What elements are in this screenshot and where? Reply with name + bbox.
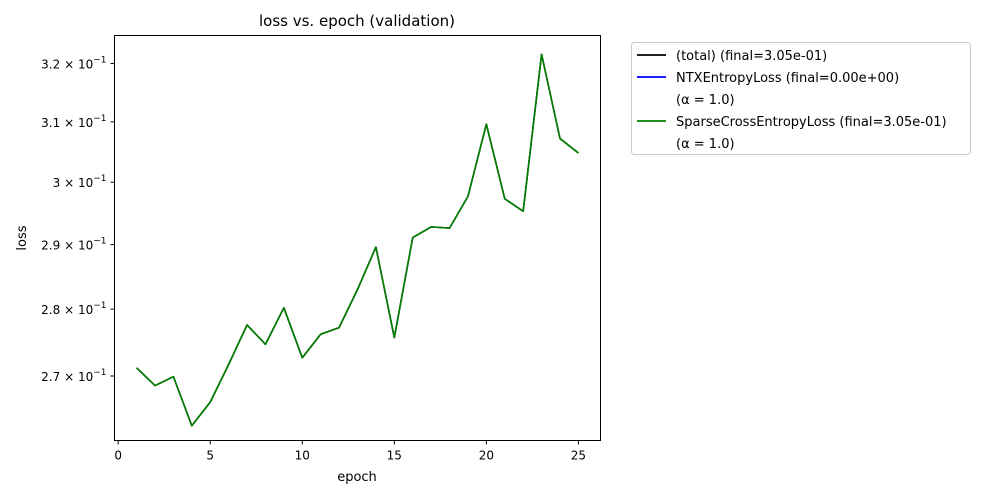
y-tick-label: 2.8 × 10−1 (41, 301, 106, 317)
y-axis-label: loss (15, 225, 30, 250)
x-axis-ticks: 0 5 10 15 20 25 (114, 440, 586, 463)
legend-label-2: (α = 1.0) (676, 137, 735, 152)
x-tick-label: 15 (387, 449, 402, 463)
legend-label-1: (α = 1.0) (676, 93, 735, 108)
legend-label-2: SparseCrossEntropyLoss (final=3.05e-01) (676, 115, 947, 130)
legend-label-1: NTXEntropyLoss (final=0.00e+00) (676, 71, 899, 86)
legend: (total) (final=3.05e-01) NTXEntropyLoss (… (631, 42, 971, 155)
x-tick-label: 25 (571, 449, 586, 463)
x-axis-label: epoch (337, 470, 377, 485)
chart-title: loss vs. epoch (validation) (259, 12, 455, 30)
y-tick-label: 3 × 10−1 (53, 174, 107, 190)
x-tick-label: 0 (114, 449, 122, 463)
legend-entries: (total) (final=3.05e-01) NTXEntropyLoss (… (637, 49, 947, 152)
series-layer (136, 53, 579, 427)
y-tick-label: 2.9 × 10−1 (41, 237, 106, 253)
x-tick-label: 5 (206, 449, 214, 463)
legend-box (631, 42, 971, 155)
y-tick-label: 2.7 × 10−1 (41, 368, 106, 384)
x-tick-label: 20 (479, 449, 494, 463)
series-line-2 (136, 53, 579, 427)
plot-frame (114, 35, 601, 441)
series-line-0 (136, 53, 579, 427)
y-tick-label: 3.2 × 10−1 (41, 55, 106, 71)
y-tick-label: 3.1 × 10−1 (41, 114, 106, 130)
legend-label-0: (total) (final=3.05e-01) (676, 49, 827, 64)
y-axis-ticks: 2.7 × 10−1 2.8 × 10−1 2.9 × 10−1 3 × 10−1 3.… (41, 55, 115, 384)
x-tick-label: 10 (295, 449, 310, 463)
